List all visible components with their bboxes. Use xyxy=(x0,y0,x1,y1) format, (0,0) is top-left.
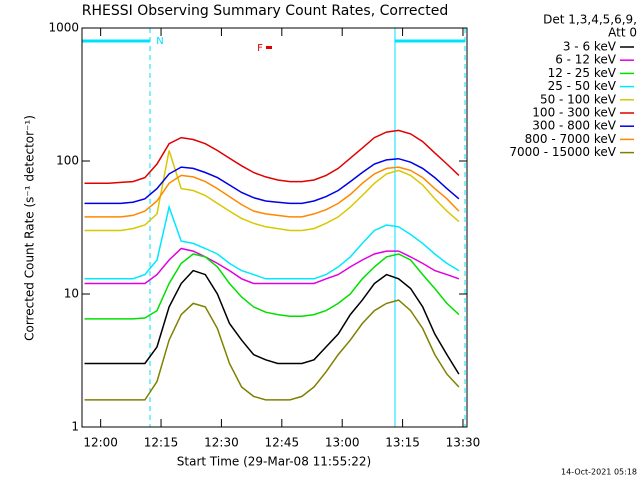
flag-bar xyxy=(266,46,272,49)
legend-label: 6 - 12 keV xyxy=(555,53,617,67)
legend-label: 50 - 100 keV xyxy=(540,92,617,106)
series-line xyxy=(84,253,460,320)
annotation: F xyxy=(257,43,263,54)
series-line xyxy=(84,247,460,285)
legend-label: 12 - 25 keV xyxy=(548,66,617,80)
x-tick-label: 12:00 xyxy=(83,436,118,450)
x-tick-label: 12:15 xyxy=(144,436,179,450)
legend-label: 300 - 800 keV xyxy=(532,119,616,133)
series-line xyxy=(84,269,460,375)
x-tick-label: 13:15 xyxy=(385,436,420,450)
series-line xyxy=(84,157,460,205)
plot-frame xyxy=(81,27,468,428)
legend-label: 7000 - 15000 keV xyxy=(509,145,616,159)
y-tick-label: 1000 xyxy=(48,21,79,35)
legend-label: 100 - 300 keV xyxy=(532,106,616,120)
x-tick-label: 13:30 xyxy=(446,436,481,450)
annotation: N xyxy=(156,36,163,47)
series-line xyxy=(84,166,460,218)
y-tick-label: 100 xyxy=(56,154,79,168)
legend-title: Det 1,3,4,5,6,9, xyxy=(543,13,637,27)
x-axis-label: Start Time (29-Mar-08 11:55:22) xyxy=(177,455,371,469)
legend-title: Att 0 xyxy=(608,26,637,40)
series-line xyxy=(84,150,460,232)
legend-label: 25 - 50 keV xyxy=(548,79,617,93)
y-tick-label: 1 xyxy=(71,420,79,434)
series-line xyxy=(84,204,460,280)
x-tick-label: 12:30 xyxy=(204,436,239,450)
chart-title: RHESSI Observing Summary Count Rates, Co… xyxy=(82,3,448,19)
x-tick-label: 13:00 xyxy=(325,436,360,450)
series-line xyxy=(84,129,460,185)
series-line xyxy=(84,299,460,401)
x-tick-label: 12:45 xyxy=(265,436,300,450)
y-axis-label: Corrected Count Rate (s⁻¹ detector⁻¹) xyxy=(23,115,37,341)
legend-label: 3 - 6 keV xyxy=(563,40,617,54)
y-tick-label: 10 xyxy=(64,287,79,301)
footer: 14-Oct-2021 05:18 xyxy=(561,468,637,477)
legend-label: 800 - 7000 keV xyxy=(525,132,617,146)
